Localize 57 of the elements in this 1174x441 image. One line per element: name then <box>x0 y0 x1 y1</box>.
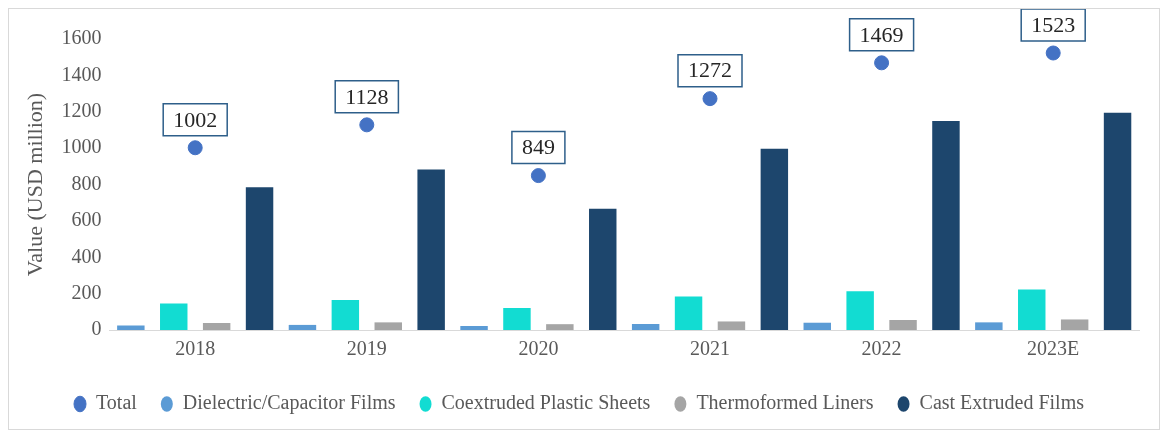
y-tick-label: 400 <box>71 244 102 267</box>
legend-label: Thermoformed Liners <box>696 391 874 414</box>
point <box>874 55 890 71</box>
x-tick-label: 2018 <box>175 337 216 360</box>
bar <box>288 324 317 330</box>
x-tick-label: 2019 <box>346 337 387 360</box>
bar <box>160 303 188 330</box>
bar <box>1103 112 1132 330</box>
bar <box>760 148 789 330</box>
bar <box>503 307 531 330</box>
bar <box>889 320 917 330</box>
bar <box>932 121 960 330</box>
bar <box>374 322 402 330</box>
x-tick-label: 2020 <box>518 337 559 360</box>
x-tick-label: 2022 <box>861 337 902 360</box>
y-tick-label: 0 <box>91 317 102 340</box>
bar <box>717 321 746 330</box>
y-tick-label: 1200 <box>61 99 102 121</box>
bar <box>975 322 1003 330</box>
data-label: 849 <box>521 134 555 160</box>
bar <box>803 322 831 330</box>
y-axis-title: Value (USD million) <box>21 92 47 277</box>
data-label: 1128 <box>345 83 389 109</box>
point <box>530 168 546 184</box>
bar <box>417 169 445 330</box>
y-tick-label: 200 <box>71 280 102 303</box>
bar <box>631 324 660 330</box>
y-tick-label: 600 <box>71 208 102 231</box>
bar <box>331 299 360 330</box>
bar <box>589 208 617 330</box>
data-label: 1002 <box>173 106 218 132</box>
bar <box>846 291 874 330</box>
y-tick-label: 1000 <box>61 135 102 158</box>
point <box>187 140 203 156</box>
bar <box>202 323 231 330</box>
bar <box>245 187 274 330</box>
bar <box>117 325 145 330</box>
point <box>359 117 375 133</box>
data-label: 1523 <box>1031 11 1076 37</box>
legend-label: Total <box>96 391 138 414</box>
x-tick-label: 2021 <box>690 337 730 360</box>
bar <box>1018 289 1046 330</box>
y-tick-label: 1600 <box>61 26 102 49</box>
point <box>1045 45 1061 61</box>
y-tick-label: 800 <box>71 171 102 194</box>
bar <box>1060 319 1089 330</box>
legend-label: Coextruded Plastic Sheets <box>441 391 651 414</box>
legend-label: Cast Extruded Films <box>919 391 1085 414</box>
point <box>702 91 718 107</box>
data-label: 1272 <box>688 57 732 83</box>
legend-label: Dielectric/Capacitor Films <box>182 391 396 415</box>
bar <box>460 326 488 330</box>
y-tick-label: 1400 <box>61 62 102 85</box>
data-label: 1469 <box>859 21 904 47</box>
x-tick-label: 2023E <box>1027 337 1080 360</box>
bar <box>546 324 574 330</box>
bar <box>674 296 703 330</box>
